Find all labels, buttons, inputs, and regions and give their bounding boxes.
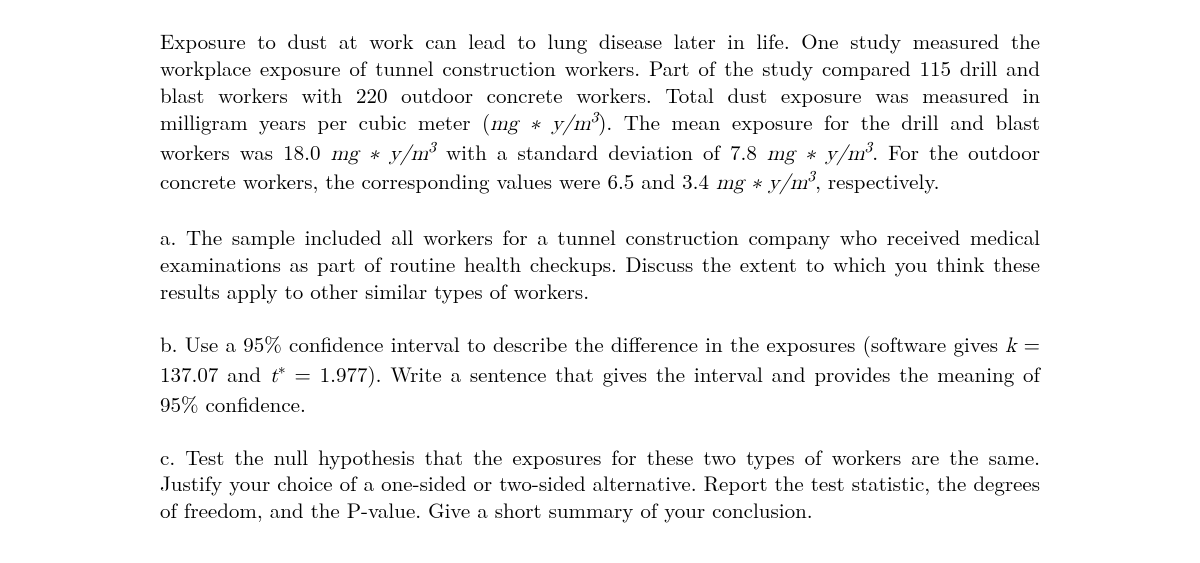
unit-cubed-2: 3 <box>428 140 436 155</box>
part-a-paragraph: a. The sample included all workers for a… <box>160 224 1040 305</box>
intro-text-3: with a standard deviation of 7.8 <box>436 137 767 167</box>
part-b-paragraph: b. Use a 95% confidence interval to desc… <box>160 331 1040 418</box>
intro-paragraph: Exposure to dust at work can lead to lun… <box>160 28 1040 198</box>
unit-expression-3: mg ∗ y/m3 <box>767 144 872 165</box>
part-a-text: The sample included all workers for a tu… <box>160 222 1040 306</box>
part-a-label: a. <box>160 222 176 252</box>
part-b-label: b. <box>160 329 178 359</box>
unit-mg: mg <box>490 114 518 135</box>
t-variable: t <box>270 366 278 387</box>
part-b-text-2: = 1.977). Write a sentence that gives th… <box>160 359 1040 419</box>
t-star-superscript: ∗ <box>278 358 286 379</box>
k-variable: k <box>1005 336 1016 357</box>
unit-cubed-4: 3 <box>808 169 816 184</box>
part-c-paragraph: c. Test the null hypothesis that the exp… <box>160 444 1040 525</box>
document-page: Exposure to dust at work can lead to lun… <box>0 0 1200 563</box>
unit-expression-2: mg ∗ y/m3 <box>331 144 436 165</box>
part-c-text: Test the null hypothesis that the exposu… <box>160 442 1040 526</box>
unit-expression-1: mg ∗ y/m3 <box>490 114 598 135</box>
intro-text-5: , respectively. <box>815 166 939 196</box>
unit-y-over-m3: y/m <box>552 114 591 135</box>
part-c-label: c. <box>160 442 175 472</box>
part-b-text-1: Use a 95% confidence interval to describ… <box>185 329 1005 359</box>
unit-expression-4: mg ∗ y/m3 <box>716 173 815 194</box>
